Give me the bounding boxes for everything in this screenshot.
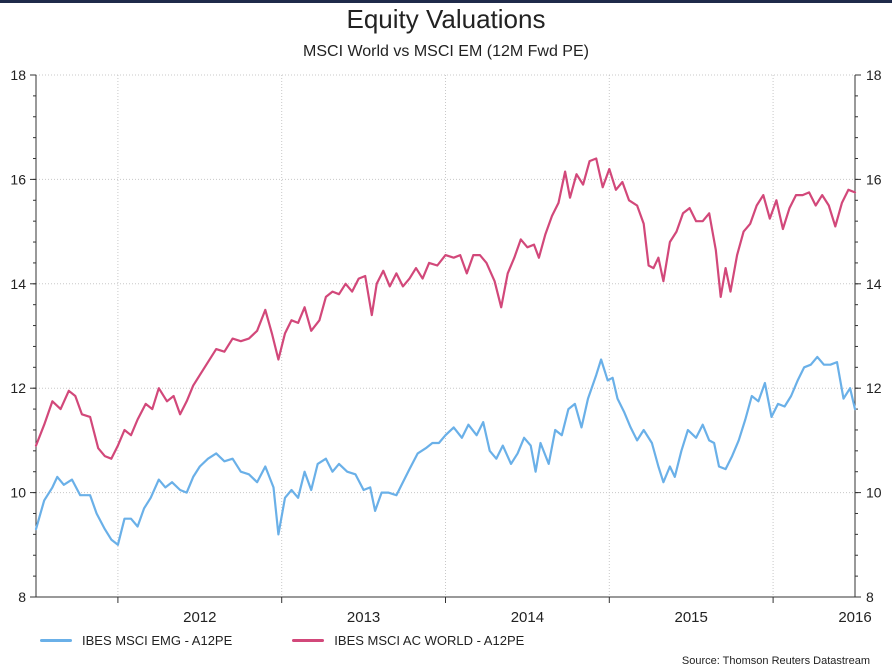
- top-rule: [0, 0, 892, 3]
- legend-swatch-emg: [40, 639, 72, 642]
- y-tick-label-left: 16: [10, 171, 26, 187]
- series-line-emg: [34, 355, 857, 546]
- x-tick-label: 2016: [838, 609, 871, 626]
- legend-item-emg: IBES MSCI EMG - A12PE: [40, 633, 232, 648]
- y-tick-label-left: 18: [10, 67, 26, 83]
- legend-label-acworld: IBES MSCI AC WORLD - A12PE: [334, 633, 525, 648]
- x-tick-label: 2012: [183, 609, 216, 626]
- y-tick-label-right: 12: [866, 380, 882, 396]
- x-tick-label: 2014: [511, 609, 544, 626]
- chart-title: Equity Valuations: [346, 4, 546, 34]
- y-tick-label-right: 18: [866, 67, 882, 83]
- legend-label-emg: IBES MSCI EMG - A12PE: [82, 633, 233, 648]
- y-tick-label-left: 8: [18, 589, 26, 605]
- series-layer: [34, 157, 857, 546]
- source-note: Source: Thomson Reuters Datastream: [681, 655, 870, 667]
- axes: 8 8 10 10 12 12 14 14 16 16 18 18 2012 2013 2014 2015 20…: [10, 67, 881, 626]
- y-tick-label-left: 14: [10, 276, 26, 292]
- y-tick-label-left: 12: [10, 380, 26, 396]
- y-tick-label-right: 8: [866, 589, 874, 605]
- chart-subtitle: MSCI World vs MSCI EM (12M Fwd PE): [303, 43, 589, 60]
- y-tick-label-right: 14: [866, 276, 882, 292]
- y-tick-label-left: 10: [10, 485, 26, 501]
- grid-lines: [36, 74, 855, 597]
- x-tick-label: 2013: [347, 609, 380, 626]
- legend: IBES MSCI EMG - A12PE IBES MSCI AC WORLD…: [40, 633, 524, 648]
- legend-item-acworld: IBES MSCI AC WORLD - A12PE: [292, 633, 524, 648]
- legend-swatch-acworld: [292, 639, 325, 642]
- y-tick-label-right: 16: [866, 171, 882, 187]
- y-tick-label-right: 10: [866, 485, 882, 501]
- x-tick-label: 2015: [675, 609, 708, 626]
- series-line-acworld: [34, 157, 857, 460]
